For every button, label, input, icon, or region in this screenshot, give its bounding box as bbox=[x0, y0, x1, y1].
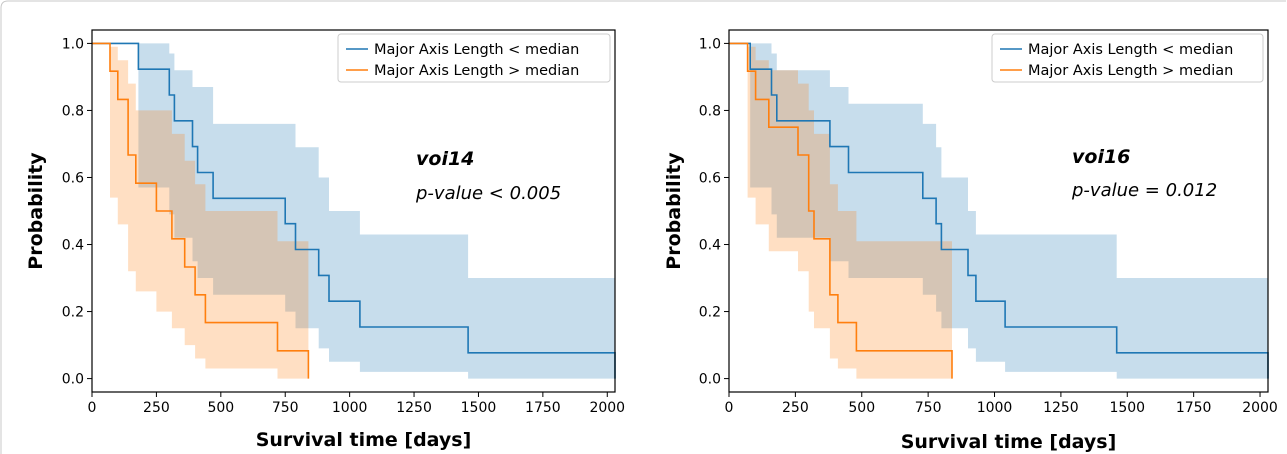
y-axis-title: Probability bbox=[663, 152, 685, 270]
y-tick-label: 0.4 bbox=[62, 238, 84, 254]
legend-box bbox=[991, 33, 1264, 83]
y-tick-label: 0.4 bbox=[699, 238, 721, 254]
x-tick-label: 250 bbox=[782, 400, 809, 416]
x-tick-label: 0 bbox=[725, 400, 734, 416]
legend-label-lt: Major Axis Length < median bbox=[374, 42, 579, 58]
x-tick-label: 1500 bbox=[1109, 400, 1145, 416]
annotation-voi: voi16 bbox=[1072, 146, 1130, 168]
x-tick-label: 1750 bbox=[1176, 400, 1212, 416]
ci-band-gt bbox=[92, 43, 309, 379]
y-tick-label: 0.2 bbox=[699, 305, 721, 321]
survival-line-lt bbox=[92, 42, 616, 379]
plot-frame bbox=[91, 29, 616, 393]
x-tick-label: 750 bbox=[915, 400, 942, 416]
y-tick-label: 0.2 bbox=[62, 305, 84, 321]
x-tick-label: 2000 bbox=[1242, 400, 1278, 416]
survival-line-lt bbox=[729, 42, 1269, 379]
x-axis-title: Survival time [days] bbox=[256, 429, 472, 451]
x-tick-label: 500 bbox=[848, 400, 875, 416]
x-tick-label: 1750 bbox=[525, 400, 561, 416]
legend: Major Axis Length < median Major Axis Len… bbox=[991, 33, 1264, 83]
y-tick-label: 1.0 bbox=[699, 36, 721, 52]
legend-label-gt: Major Axis Length > median bbox=[374, 63, 579, 79]
x-tick-label: 1250 bbox=[1043, 400, 1079, 416]
x-tick-label: 1000 bbox=[977, 400, 1013, 416]
y-tick-label: 1.0 bbox=[62, 36, 84, 52]
survival-line-gt bbox=[729, 42, 953, 379]
x-tick-label: 0 bbox=[88, 400, 97, 416]
y-tick-label: 0.8 bbox=[62, 103, 84, 119]
y-axis-title: Probability bbox=[25, 152, 47, 270]
y-tick-label: 0.0 bbox=[62, 372, 84, 388]
annotation-p-value: p-value < 0.005 bbox=[415, 183, 561, 204]
x-tick-label: 2000 bbox=[589, 400, 625, 416]
ci-band-lt bbox=[92, 43, 615, 379]
x-tick-label: 1250 bbox=[396, 400, 432, 416]
x-axis-title: Survival time [days] bbox=[901, 431, 1117, 453]
legend: Major Axis Length < median Major Axis Len… bbox=[337, 33, 611, 83]
y-tick-label: 0.6 bbox=[62, 170, 84, 186]
legend-label-lt: Major Axis Length < median bbox=[1028, 42, 1233, 58]
x-tick-label: 500 bbox=[207, 400, 234, 416]
legend-label-gt: Major Axis Length > median bbox=[1028, 63, 1233, 79]
annotation-p-value: p-value = 0.012 bbox=[1071, 180, 1217, 201]
chart-panel-2: 0 250 500 750 1000 1250 1500 1750 2000 0.0 0.2 0.4 0… bbox=[663, 29, 1278, 453]
chart-panel-1: 0 250 500 750 1000 1250 1500 1750 2000 0.0 0.2 0.4 0… bbox=[25, 29, 625, 451]
x-tick-label: 250 bbox=[143, 400, 170, 416]
plot-frame bbox=[728, 29, 1269, 393]
survival-line-gt bbox=[92, 42, 310, 379]
ci-band-lt bbox=[729, 43, 1268, 379]
legend-box bbox=[337, 33, 611, 83]
x-tick-label: 1500 bbox=[461, 400, 497, 416]
x-tick-label: 1000 bbox=[332, 400, 368, 416]
y-tick-label: 0.8 bbox=[699, 103, 721, 119]
y-tick-label: 0.6 bbox=[699, 170, 721, 186]
x-tick-label: 750 bbox=[272, 400, 299, 416]
y-tick-label: 0.0 bbox=[699, 372, 721, 388]
annotation-voi: voi14 bbox=[416, 148, 474, 170]
